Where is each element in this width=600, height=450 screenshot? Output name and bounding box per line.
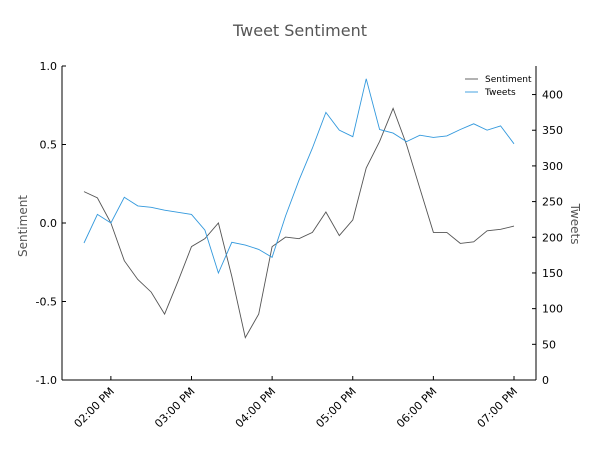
left-tick-label: 0.5: [40, 139, 58, 152]
x-tick-label: 03:00 PM: [152, 385, 197, 430]
x-tick-label: 07:00 PM: [475, 385, 520, 430]
right-tick-label: 200: [542, 231, 563, 244]
left-tick-label: 1.0: [40, 60, 58, 73]
x-tick-label: 06:00 PM: [394, 385, 439, 430]
right-tick-label: 400: [542, 89, 563, 102]
left-ticks: -1.0 -0.5 0.0 0.5 1.0: [36, 60, 66, 387]
y-axis-label: Sentiment: [16, 195, 30, 257]
right-tick-label: 50: [542, 338, 556, 351]
left-tick-label: -0.5: [36, 296, 57, 309]
x-tick-label: 02:00 PM: [72, 385, 117, 430]
right-tick-label: 250: [542, 196, 563, 209]
right-tick-label: 0: [542, 374, 549, 387]
left-tick-label: 0.0: [40, 217, 58, 230]
left-tick-label: -1.0: [36, 374, 57, 387]
right-ticks: 0 50 100 150 200 250 300 350 400: [532, 89, 563, 387]
x-tick-label: 05:00 PM: [313, 385, 358, 430]
chart-title: Tweet Sentiment: [232, 21, 367, 40]
y2-axis-label: Tweets: [568, 203, 582, 245]
legend-label-sentiment: Sentiment: [485, 75, 532, 85]
x-tick-label: 04:00 PM: [233, 385, 278, 430]
right-tick-label: 150: [542, 267, 563, 280]
right-tick-label: 300: [542, 160, 563, 173]
series-line-sentiment: [83, 107, 515, 339]
plot-frame: [61, 66, 537, 381]
legend-label-tweets: Tweets: [484, 88, 516, 98]
series-layer: [83, 78, 515, 339]
series-line-tweets: [83, 78, 515, 275]
right-tick-label: 100: [542, 303, 563, 316]
x-ticks: 02:00 PM 03:00 PM 04:00 PM 05:00 PM 06:00 PM…: [72, 376, 520, 430]
legend: Sentiment Tweets: [465, 75, 532, 98]
right-tick-label: 350: [542, 124, 563, 137]
